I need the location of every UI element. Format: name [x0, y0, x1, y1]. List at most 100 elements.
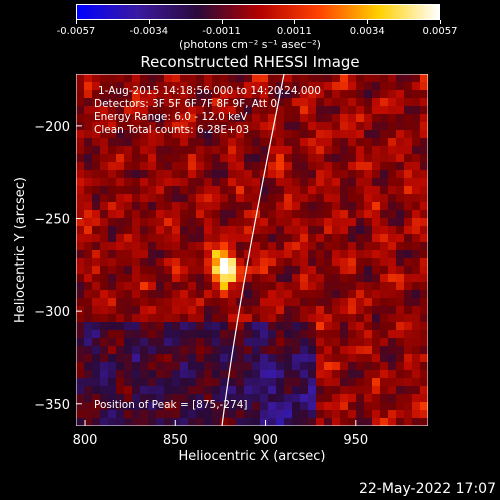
image-pixel — [372, 210, 381, 219]
image-pixel — [316, 234, 325, 243]
image-pixel — [300, 362, 309, 371]
image-pixel — [300, 202, 309, 211]
image-pixel — [404, 354, 413, 363]
image-pixel — [324, 218, 333, 227]
image-pixel — [260, 74, 269, 83]
image-pixel — [244, 210, 253, 219]
image-pixel — [100, 170, 109, 179]
image-pixel — [404, 242, 413, 251]
image-pixel — [76, 146, 85, 155]
image-pixel — [116, 138, 125, 147]
image-pixel — [156, 290, 165, 299]
image-pixel — [156, 394, 165, 403]
image-pixel — [228, 194, 237, 203]
image-pixel — [268, 346, 277, 355]
image-pixel — [180, 322, 189, 331]
image-pixel — [116, 338, 125, 347]
image-pixel — [196, 122, 205, 131]
image-pixel — [332, 202, 341, 211]
image-pixel — [92, 314, 101, 323]
image-pixel — [180, 178, 189, 187]
image-pixel — [332, 234, 341, 243]
image-pixel — [324, 162, 333, 171]
image-pixel — [132, 402, 141, 411]
image-pixel — [268, 314, 277, 323]
image-pixel — [340, 242, 349, 251]
image-pixel — [196, 338, 205, 347]
image-pixel — [84, 410, 93, 419]
image-pixel — [212, 226, 221, 235]
image-pixel — [148, 362, 157, 371]
image-pixel — [100, 122, 109, 131]
image-pixel — [124, 394, 133, 403]
image-pixel — [420, 330, 428, 339]
image-pixels — [76, 74, 428, 426]
image-pixel — [228, 386, 237, 395]
image-pixel — [380, 386, 389, 395]
image-pixel — [276, 346, 285, 355]
image-pixel — [148, 314, 157, 323]
image-pixel — [76, 410, 85, 419]
image-pixel — [180, 330, 189, 339]
x-axis-label: Heliocentric X (arcsec) — [179, 449, 326, 464]
image-pixel — [260, 106, 269, 115]
image-pixel — [76, 242, 85, 251]
image-pixel — [164, 74, 173, 83]
image-pixel — [364, 242, 373, 251]
image-pixel — [252, 154, 261, 163]
image-pixel — [220, 114, 229, 123]
image-pixel — [172, 226, 181, 235]
image-pixel — [76, 258, 85, 267]
colorbar-tick-label: 0.0034 — [349, 26, 385, 37]
image-pixel — [156, 418, 165, 426]
image-pixel — [108, 290, 117, 299]
image-pixel — [324, 410, 333, 419]
image-pixel — [236, 258, 245, 267]
image-pixel — [188, 242, 197, 251]
image-pixel — [396, 274, 405, 283]
image-pixel — [324, 202, 333, 211]
colorbar-tick-label: -0.0057 — [56, 26, 96, 37]
image-pixel — [268, 290, 277, 299]
image-pixel — [268, 386, 277, 395]
image-pixel — [292, 418, 301, 426]
image-pixel — [420, 250, 428, 259]
image-pixel — [372, 154, 381, 163]
image-pixel — [252, 122, 261, 131]
image-pixel — [92, 218, 101, 227]
image-pixel — [124, 362, 133, 371]
image-pixel — [84, 386, 93, 395]
image-pixel — [148, 282, 157, 291]
image-pixel — [172, 114, 181, 123]
image-pixel — [132, 362, 141, 371]
image-pixel — [236, 90, 245, 99]
image-pixel — [76, 138, 85, 147]
image-pixel — [404, 202, 413, 211]
image-pixel — [276, 298, 285, 307]
image-pixel — [164, 186, 173, 195]
image-pixel — [324, 170, 333, 179]
image-pixel — [132, 330, 141, 339]
image-pixel — [388, 122, 397, 131]
image-pixel — [364, 354, 373, 363]
image-pixel — [156, 274, 165, 283]
image-pixel — [212, 266, 221, 275]
image-pixel — [364, 106, 373, 115]
image-pixel — [268, 298, 277, 307]
image-pixel — [172, 250, 181, 259]
image-pixel — [324, 322, 333, 331]
image-pixel — [116, 202, 125, 211]
image-pixel — [348, 330, 357, 339]
image-pixel — [292, 298, 301, 307]
image-pixel — [380, 234, 389, 243]
image-pixel — [196, 402, 205, 411]
image-pixel — [196, 210, 205, 219]
image-pixel — [228, 218, 237, 227]
image-pixel — [212, 338, 221, 347]
image-pixel — [236, 114, 245, 123]
image-pixel — [268, 322, 277, 331]
image-pixel — [236, 74, 245, 83]
image-pixel — [308, 234, 317, 243]
image-pixel — [212, 90, 221, 99]
image-pixel — [244, 314, 253, 323]
